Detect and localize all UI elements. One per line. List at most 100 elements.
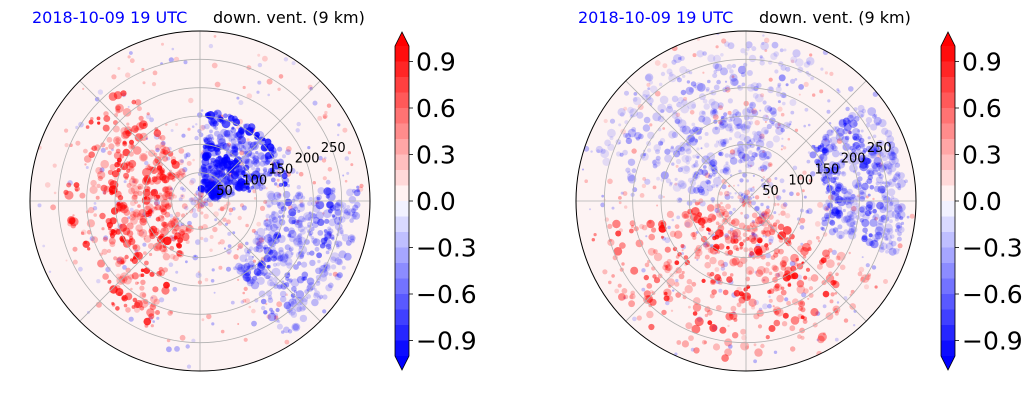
feature-cell xyxy=(716,79,721,85)
feature-cell xyxy=(352,211,361,220)
speckle xyxy=(322,212,325,215)
feature-cell xyxy=(877,172,882,177)
feature-cell xyxy=(225,179,232,186)
feature-cell xyxy=(881,127,889,135)
feature-cell xyxy=(122,108,132,117)
feature-cell xyxy=(245,276,251,282)
colorbar-step xyxy=(395,232,409,248)
feature-cell xyxy=(760,210,770,220)
feature-cell xyxy=(257,260,266,269)
feature-cell xyxy=(327,246,332,251)
feature-cell xyxy=(759,164,768,172)
feature-cell xyxy=(162,221,169,228)
feature-cell xyxy=(293,195,300,202)
feature-cell xyxy=(677,179,685,188)
speckle xyxy=(141,67,145,72)
speckle xyxy=(821,227,826,232)
speckle xyxy=(764,235,767,238)
speckle xyxy=(50,204,56,211)
speckle xyxy=(200,195,203,198)
speckle xyxy=(769,163,772,166)
feature-cell xyxy=(810,274,819,282)
feature-cell xyxy=(267,257,272,262)
speckle xyxy=(696,155,700,159)
speckle xyxy=(694,160,699,164)
feature-cell xyxy=(655,149,660,155)
feature-cell xyxy=(311,221,319,229)
feature-cell xyxy=(660,222,664,226)
speckle xyxy=(195,123,198,126)
speckle xyxy=(277,87,281,92)
feature-cell xyxy=(735,247,740,252)
feature-cell xyxy=(798,306,803,311)
feature-cell xyxy=(828,218,834,225)
speckle xyxy=(224,182,227,185)
feature-cell xyxy=(219,186,227,195)
feature-cell xyxy=(253,161,258,166)
feature-cell xyxy=(131,178,137,184)
feature-cell xyxy=(822,249,830,258)
feature-cell xyxy=(236,266,245,275)
feature-cell xyxy=(281,172,288,180)
feature-cell xyxy=(125,307,131,313)
speckle xyxy=(145,114,152,120)
feature-cell xyxy=(729,129,734,133)
feature-cell xyxy=(220,172,228,179)
speckle xyxy=(618,201,622,205)
speckle xyxy=(676,197,683,203)
speckle xyxy=(738,169,742,173)
feature-cell xyxy=(636,111,644,119)
feature-cell xyxy=(698,115,706,123)
feature-cell xyxy=(117,157,122,163)
feature-cell xyxy=(242,169,246,173)
feature-cell xyxy=(269,214,276,222)
speckle xyxy=(760,93,765,98)
feature-cell xyxy=(872,208,877,214)
feature-cell xyxy=(284,257,293,266)
speckle xyxy=(777,106,783,112)
feature-cell xyxy=(773,319,781,327)
speckle xyxy=(761,168,764,172)
feature-cell xyxy=(250,280,260,290)
feature-cell xyxy=(135,281,139,285)
feature-cell xyxy=(233,143,241,150)
speckle xyxy=(182,172,185,175)
feature-cell xyxy=(889,200,894,205)
feature-cell xyxy=(746,124,751,130)
feature-cell xyxy=(671,162,675,166)
speckle xyxy=(830,129,835,133)
speckle xyxy=(618,196,622,200)
feature-cell xyxy=(704,132,709,136)
speckle xyxy=(199,201,206,208)
feature-cell xyxy=(160,227,169,236)
speckle xyxy=(328,282,334,289)
colorbar-step xyxy=(395,108,409,124)
feature-cell xyxy=(309,250,315,256)
feature-cell xyxy=(265,224,273,231)
feature-cell xyxy=(753,134,762,143)
feature-cell xyxy=(810,308,819,317)
feature-cell xyxy=(842,208,846,213)
feature-cell xyxy=(276,255,283,262)
speckle xyxy=(191,125,195,128)
feature-cell xyxy=(138,209,147,218)
feature-cell xyxy=(740,341,750,351)
colorbar-step xyxy=(941,77,955,93)
speckle xyxy=(214,218,218,222)
feature-cell xyxy=(843,229,849,235)
speckle xyxy=(251,308,256,314)
feature-cell xyxy=(664,246,671,253)
feature-cell xyxy=(270,211,280,221)
feature-cell xyxy=(113,151,122,160)
feature-cell xyxy=(623,132,628,138)
feature-cell xyxy=(722,166,731,176)
feature-cell xyxy=(237,141,242,145)
feature-cell xyxy=(290,211,296,218)
speckle xyxy=(188,97,194,104)
feature-cell xyxy=(722,210,730,218)
feature-cell xyxy=(826,129,833,136)
feature-cell xyxy=(841,188,848,195)
feature-cell xyxy=(790,265,797,272)
feature-cell xyxy=(717,102,724,109)
feature-cell xyxy=(691,324,701,334)
